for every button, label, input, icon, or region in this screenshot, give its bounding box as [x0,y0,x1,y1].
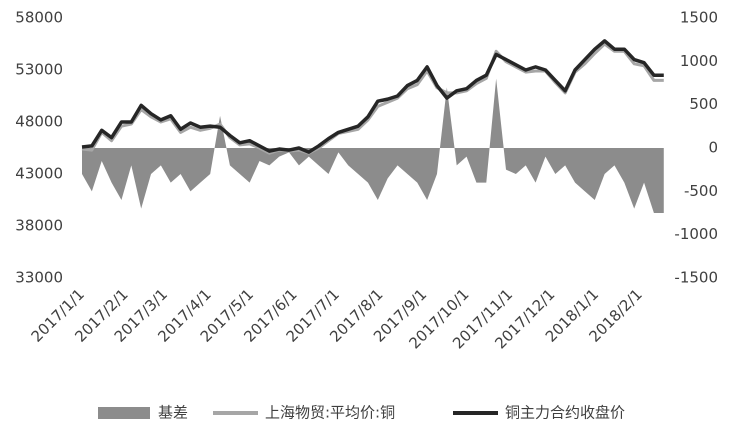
y2-tick-label: 500 [689,95,718,113]
y-tick-label: 58000 [15,9,63,27]
y2-tick-label: 1500 [680,9,718,27]
y-tick-label: 43000 [15,165,63,183]
y2-tick-label: -500 [684,182,718,200]
line [81,42,664,155]
y-tick-label: 33000 [15,269,63,287]
y-tick-label: 53000 [15,61,63,79]
area [82,78,664,214]
y2-tick-label: -1500 [674,269,718,287]
line [81,39,664,154]
y2-tick-label: -1000 [674,225,718,243]
legend-label: 上海物贸:平均价:铜 [265,404,395,422]
legend-swatch [98,407,150,419]
y2-tick-label: 1000 [680,52,718,70]
y-tick-label: 38000 [15,217,63,235]
legend-label: 基差 [158,404,188,422]
y-tick-label: 48000 [15,113,63,131]
legend-label: 铜主力合约收盘价 [505,404,625,422]
y2-tick-label: 0 [708,139,718,157]
